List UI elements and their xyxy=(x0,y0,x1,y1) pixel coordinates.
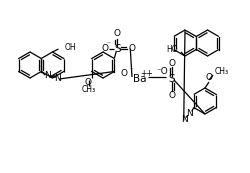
Text: O: O xyxy=(84,78,91,87)
Text: N: N xyxy=(181,115,187,124)
Text: ⁻O: ⁻O xyxy=(156,66,167,75)
Text: ⁻: ⁻ xyxy=(106,39,110,48)
Text: O: O xyxy=(101,44,108,53)
Text: =: = xyxy=(49,72,55,81)
Text: OH: OH xyxy=(64,43,76,52)
Text: ⁻: ⁻ xyxy=(128,66,132,75)
Text: S: S xyxy=(168,74,174,84)
Text: ++: ++ xyxy=(140,70,153,79)
Text: CH₃: CH₃ xyxy=(81,85,96,94)
Text: N: N xyxy=(54,74,60,83)
Text: O: O xyxy=(113,29,120,38)
Text: S: S xyxy=(114,43,120,53)
Text: CH₃: CH₃ xyxy=(214,67,228,76)
Text: O: O xyxy=(128,44,135,53)
Text: O: O xyxy=(168,90,175,99)
Text: N: N xyxy=(44,71,51,80)
Text: O: O xyxy=(205,72,212,81)
Text: O: O xyxy=(120,70,128,79)
Text: O: O xyxy=(168,58,175,67)
Text: Ba: Ba xyxy=(133,74,146,84)
Text: HO: HO xyxy=(166,44,177,53)
Text: N: N xyxy=(186,109,192,118)
